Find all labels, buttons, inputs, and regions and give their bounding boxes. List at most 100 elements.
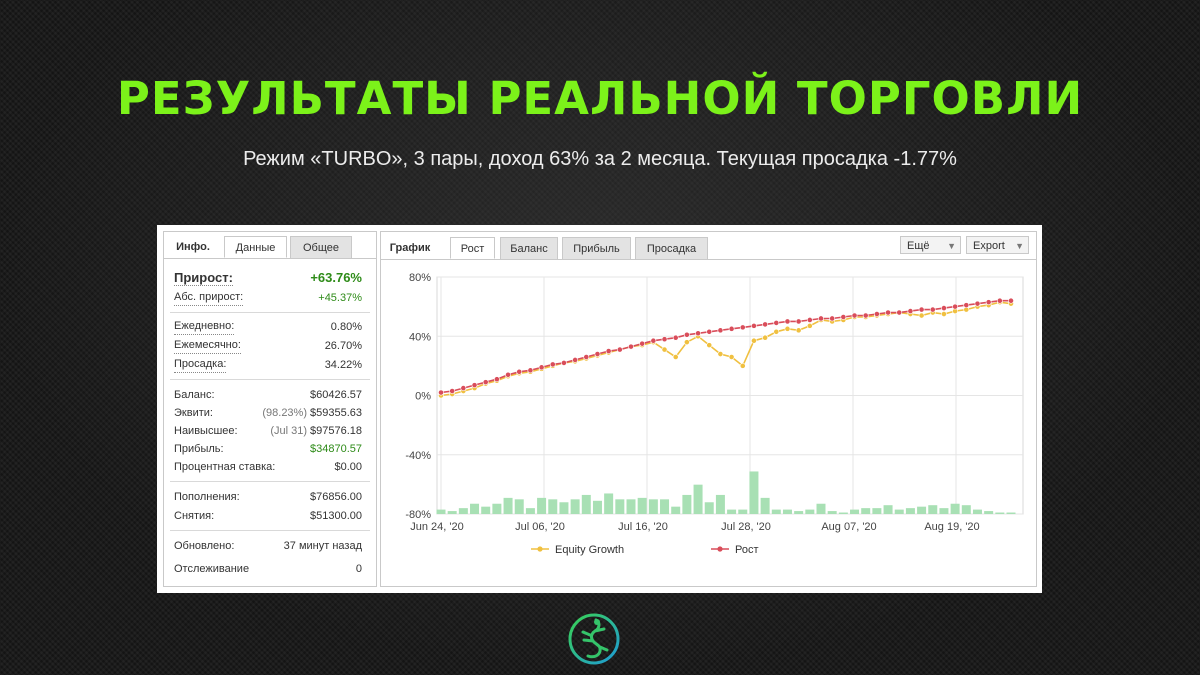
x-tick-label: Aug 07, '20 — [821, 521, 876, 533]
series-point-1 — [941, 305, 947, 312]
x-tick-label: Jul 16, '20 — [618, 521, 668, 533]
deposits-label: Пополнения: — [174, 491, 240, 503]
volume-bar — [660, 499, 670, 514]
volume-bar — [592, 500, 602, 514]
tab-drawdown[interactable]: Просадка — [635, 237, 708, 259]
volume-bar — [715, 494, 725, 514]
tab-balance[interactable]: Баланс — [500, 237, 558, 259]
lizard-logo-icon — [568, 613, 620, 665]
balance-row: Баланс: $60426.57 — [174, 386, 362, 404]
volume-bar — [961, 505, 971, 514]
series-point-1 — [907, 308, 914, 314]
more-label: Ещё — [907, 240, 930, 252]
volume-bar — [559, 502, 569, 514]
withdrawals-value: $51300.00 — [310, 510, 362, 522]
monthly-row: Ежемесячно: 26.70% — [174, 337, 362, 355]
y-tick-label: 0% — [415, 391, 431, 403]
slide-title: РЕЗУЛЬТАТЫ РЕАЛЬНОЙ ТОРГОВЛИ — [116, 72, 1084, 125]
series-point-1 — [695, 330, 701, 337]
series-point-0 — [795, 327, 802, 334]
series-point-1 — [561, 360, 567, 366]
abs-gain-label[interactable]: Абс. прирост: — [174, 290, 244, 306]
series-point-0 — [706, 342, 713, 349]
legend-label: Рост — [735, 544, 759, 556]
divider — [170, 481, 370, 482]
volume-bar — [794, 511, 804, 514]
series-point-0 — [918, 312, 925, 319]
series-point-1 — [751, 322, 757, 329]
tab-profit[interactable]: Прибыль — [562, 237, 631, 259]
export-label: Export — [973, 240, 1005, 252]
series-point-1 — [549, 361, 556, 368]
y-tick-label: -40% — [405, 450, 431, 462]
tab-growth[interactable]: Рост — [450, 237, 495, 259]
volume-bar — [503, 497, 513, 514]
monthly-label[interactable]: Ежемесячно: — [174, 338, 241, 354]
equity-percent: (98.23%) — [262, 407, 307, 419]
series-point-1 — [806, 317, 813, 323]
series-point-1 — [985, 299, 992, 306]
highest-date: (Jul 31) — [270, 425, 307, 437]
series-point-1 — [795, 318, 802, 325]
series-point-1 — [482, 379, 489, 386]
series-point-1 — [873, 311, 880, 317]
series-point-1 — [1008, 297, 1014, 304]
series-point-1 — [493, 376, 500, 383]
deposits-row: Пополнения: $76856.00 — [174, 488, 362, 506]
series-point-1 — [840, 314, 847, 320]
daily-label[interactable]: Ежедневно: — [174, 319, 235, 335]
volume-bar — [704, 502, 714, 514]
equity-label: Эквити: — [174, 407, 213, 419]
volume-bar — [850, 509, 860, 514]
series-point-0 — [683, 339, 690, 346]
x-tick-label: Jul 06, '20 — [515, 521, 565, 533]
drawdown-label[interactable]: Просадка: — [174, 357, 227, 373]
x-tick-label: Aug 19, '20 — [924, 521, 979, 533]
volume-bar — [615, 499, 625, 514]
volume-bar — [548, 499, 558, 514]
series-point-0 — [784, 325, 791, 332]
chart-panel: График Рост Баланс Прибыль Просадка Ещё ▼… — [380, 231, 1037, 587]
series-point-1 — [572, 357, 579, 363]
daily-row: Ежедневно: 0.80% — [174, 318, 362, 336]
drawdown-row: Просадка: 34.22% — [174, 356, 362, 374]
balance-value: $60426.57 — [310, 389, 362, 401]
tab-general[interactable]: Общее — [290, 236, 352, 258]
series-point-1 — [929, 306, 936, 313]
drawdown-value: 34.22% — [324, 359, 362, 371]
balance-label: Баланс: — [174, 389, 215, 401]
series-point-1 — [974, 300, 981, 307]
series-point-0 — [941, 311, 947, 317]
volume-bar — [816, 503, 826, 514]
tab-info[interactable]: Инфо. — [176, 241, 210, 253]
deposits-value: $76856.00 — [310, 491, 362, 503]
series-point-0 — [717, 351, 724, 357]
trading-screenshot: Инфо. Данные Общее Прирост: +63.76% Абс.… — [157, 225, 1042, 593]
gain-row: Прирост: +63.76% — [174, 269, 362, 287]
legend-label: Equity Growth — [555, 544, 624, 556]
tab-data[interactable]: Данные — [224, 236, 287, 258]
series-point-1 — [829, 315, 836, 322]
export-dropdown[interactable]: Export ▼ — [966, 236, 1029, 254]
series-point-1 — [784, 318, 791, 325]
tab-chart[interactable]: График — [389, 242, 431, 254]
volume-bar — [581, 494, 591, 514]
x-tick-label: Jun 24, '20 — [410, 521, 463, 533]
volume-bar — [537, 497, 547, 514]
volume-bar — [861, 508, 871, 514]
gain-label[interactable]: Прирост: — [174, 270, 233, 286]
series-point-1 — [650, 337, 657, 344]
volume-bar — [470, 503, 480, 514]
info-tabs: Инфо. Данные Общее — [164, 232, 376, 259]
volume-bar — [738, 509, 748, 514]
volume-bar — [1006, 512, 1016, 514]
more-dropdown[interactable]: Ещё ▼ — [900, 236, 961, 254]
series-point-1 — [460, 385, 467, 391]
equity-value: $59355.63 — [310, 407, 362, 419]
series-point-1 — [739, 324, 746, 331]
series-point-1 — [818, 315, 824, 322]
slide-subtitle: Режим «TURBO», 3 пары, доход 63% за 2 ме… — [243, 148, 957, 170]
volume-bar — [749, 471, 759, 514]
series-lines — [438, 297, 1014, 399]
volume-bar — [995, 512, 1005, 514]
